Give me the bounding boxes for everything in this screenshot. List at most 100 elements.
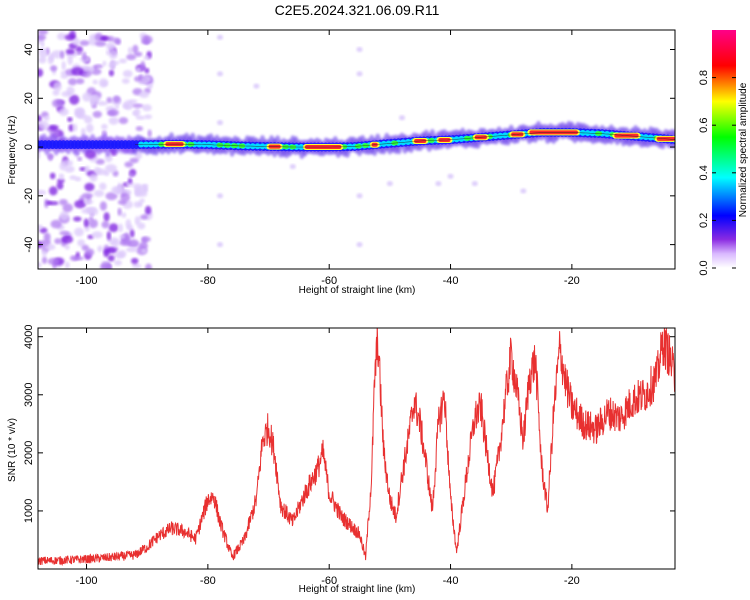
spectrogram-cell: [117, 207, 122, 217]
spectrogram-cell: [108, 116, 119, 125]
spectrogram-cell: [72, 37, 80, 46]
spectrogram-cell: [217, 193, 223, 199]
spectrogram-ridge-centerline: [135, 132, 675, 148]
colorbar-gradient: [712, 30, 736, 268]
spectrogram-cell: [115, 39, 121, 45]
colorbar-tick-label: 0.2: [698, 213, 710, 228]
chart-title: C2E5.2024.321.06.09.R11: [275, 2, 440, 18]
snr-frame: [37, 327, 676, 570]
spectrogram-cell: [114, 260, 122, 266]
spectrogram-cell: [48, 186, 58, 196]
spectrogram-cell: [144, 114, 153, 120]
spectrogram-cell: [61, 235, 74, 244]
x-tick-label: -40: [443, 575, 459, 587]
spectrogram-cell: [53, 81, 62, 92]
spectrogram-cell: [38, 115, 42, 122]
spectrogram-cell: [92, 110, 102, 118]
y-tick-label: -20: [23, 188, 35, 204]
spectrogram-cell: [135, 115, 146, 120]
spectrogram-cell: [38, 152, 41, 160]
colorbar-label: Normalized spectral amplitude: [738, 82, 749, 217]
spectrogram-cell: [93, 190, 105, 197]
spectrogram-cell: [134, 186, 139, 197]
spectrogram-cell: [134, 216, 141, 226]
spectrogram-cell: [75, 46, 84, 53]
colorbar-tick-label: 0.6: [698, 118, 710, 133]
y-tick-label: 4000: [23, 324, 35, 348]
spectrogram-cell: [125, 219, 132, 229]
spectrogram-cell: [89, 173, 98, 182]
snr-y-label: SNR (10 * v/v): [7, 418, 18, 482]
spectrogram-cell: [82, 51, 87, 61]
spectrogram-ridge: [38, 120, 675, 160]
spectrogram-cell: [356, 242, 363, 248]
spectrogram-cell: [79, 40, 90, 46]
spectrogram-cell: [75, 78, 85, 85]
spectrogram-cell: [43, 115, 50, 121]
colorbar-tick-label: 0.4: [698, 165, 710, 180]
colorbar-tick-label: 0.8: [698, 70, 710, 85]
y-tick-label: 3000: [23, 383, 35, 407]
spectrogram-cell: [141, 248, 147, 254]
spectrogram-cell: [38, 120, 49, 130]
spectrogram-cell: [253, 83, 260, 89]
spectrogram-cell: [143, 55, 150, 60]
spectrogram-cell: [49, 172, 56, 180]
spectrogram-cell: [61, 159, 73, 167]
y-tick-label: 40: [23, 43, 35, 55]
spectrogram-cell: [64, 261, 70, 269]
spectrogram-cell: [82, 92, 93, 102]
spectrogram-cell: [108, 49, 118, 60]
spectrogram-cell: [105, 192, 118, 201]
spectrogram-cell: [217, 120, 223, 126]
spectrogram-cell: [106, 110, 117, 116]
spectrogram-cell: [94, 40, 107, 47]
spectrogram-cell: [66, 86, 75, 96]
spectrogram-cell: [76, 51, 83, 56]
spectrogram-cell: [131, 263, 142, 269]
spectrogram-cell: [108, 61, 117, 69]
spectrogram-cell: [520, 188, 527, 194]
spectrogram-cell: [132, 103, 144, 108]
spectrogram-cell: [41, 239, 51, 246]
spectrogram-cell: [69, 94, 80, 105]
spectrogram-cell: [96, 168, 108, 176]
spectrogram-cell: [110, 240, 120, 248]
spectrogram-cell: [71, 66, 84, 76]
snr-panel: -100 -80 -60 -40 -20 1000 2000 3000 4000 Height…: [7, 324, 676, 595]
spectrogram-cell: [48, 153, 53, 162]
spectrogram-cell: [91, 231, 103, 239]
spectrogram-cell: [117, 182, 122, 192]
spectrogram-cell: [135, 67, 142, 73]
spectrogram-cell: [125, 247, 138, 253]
spectrogram-cell: [89, 216, 94, 221]
spectrogram-cell: [38, 262, 42, 268]
spectrogram-cell: [132, 44, 139, 54]
spectrogram-cell: [119, 58, 127, 64]
spectrogram-cell: [77, 239, 86, 247]
spectrogram-cell: [77, 156, 83, 162]
spectrogram-cell: [67, 78, 77, 86]
snr-x-ticks: -100 -80 -60 -40 -20: [76, 328, 580, 587]
spectrogram-cell: [67, 55, 73, 66]
spectrogram-cell: [144, 205, 152, 215]
spectrogram-cell: [38, 34, 47, 41]
spectrogram-cell: [85, 123, 94, 133]
spectrogram-cell: [141, 237, 148, 244]
spectrogram-cell: [118, 117, 129, 125]
spectrogram-cell: [117, 249, 127, 258]
spectrogram-cell: [74, 227, 84, 237]
spectrogram-cell: [126, 53, 137, 61]
spectrogram-cell: [120, 192, 131, 202]
spectrogram-cell: [125, 181, 135, 187]
spectrogram-cell: [59, 210, 69, 221]
spectrogram-cell: [44, 243, 56, 251]
spectrogram-cell: [59, 230, 70, 236]
spectrogram-cell: [69, 30, 76, 40]
spectrogram-cell: [56, 181, 64, 190]
spectrogram-cell: [103, 212, 110, 222]
spectrogram-cell: [128, 172, 135, 177]
y-tick-label: 20: [23, 92, 35, 104]
spectrogram-cell: [38, 189, 47, 196]
